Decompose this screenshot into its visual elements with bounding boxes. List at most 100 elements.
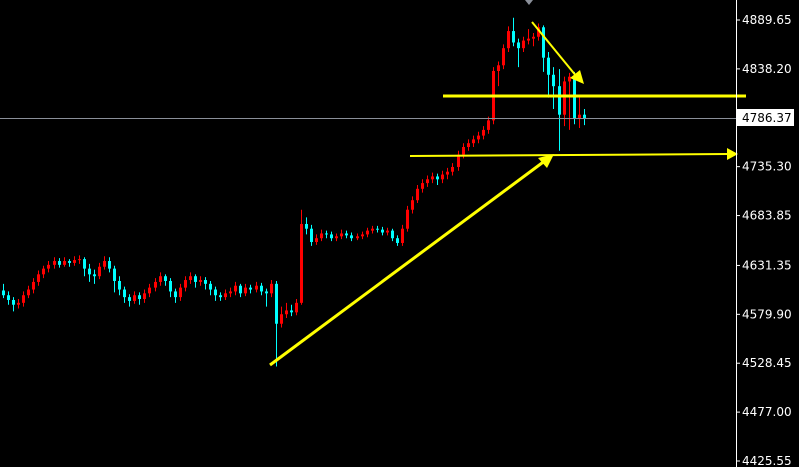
candle bbox=[2, 283, 5, 299]
candle-body bbox=[224, 293, 227, 298]
candle-body bbox=[315, 238, 318, 243]
candle-body bbox=[179, 287, 182, 298]
candle-body bbox=[275, 283, 278, 324]
candle-body bbox=[310, 228, 313, 243]
candle-body bbox=[47, 264, 50, 269]
candle bbox=[214, 286, 217, 301]
candle-body bbox=[234, 285, 237, 292]
candle-body bbox=[472, 139, 475, 144]
candle-body bbox=[189, 276, 192, 281]
candle bbox=[68, 259, 71, 267]
candle bbox=[17, 299, 20, 309]
candle bbox=[376, 225, 379, 233]
candle-body bbox=[12, 299, 15, 305]
candle-body bbox=[214, 289, 217, 296]
candle-body bbox=[42, 268, 45, 275]
candle bbox=[159, 272, 162, 286]
candle bbox=[558, 69, 561, 151]
candle-body bbox=[7, 295, 10, 300]
support-arrow-head bbox=[727, 148, 738, 160]
candle-body bbox=[2, 290, 5, 296]
candle bbox=[138, 292, 141, 305]
candle bbox=[113, 265, 116, 293]
candle bbox=[396, 235, 399, 246]
y-tick-label: 4735.30 bbox=[742, 160, 792, 174]
candle-body bbox=[169, 280, 172, 292]
candle bbox=[194, 274, 197, 288]
candle-body bbox=[552, 74, 555, 87]
candle-body bbox=[396, 238, 399, 243]
candle-body bbox=[244, 287, 247, 294]
candle bbox=[487, 116, 490, 134]
candle-body bbox=[260, 285, 263, 292]
candle bbox=[542, 25, 545, 72]
candle bbox=[426, 175, 429, 187]
candle bbox=[199, 276, 202, 286]
candle bbox=[421, 179, 424, 193]
candle-body bbox=[431, 176, 434, 180]
candle-body bbox=[356, 236, 359, 239]
candle-body bbox=[133, 295, 136, 301]
y-tick-label: 4425.55 bbox=[742, 454, 792, 467]
candle-body bbox=[103, 261, 106, 267]
candle-body bbox=[270, 283, 273, 294]
candle-body bbox=[467, 143, 470, 147]
candle-body bbox=[542, 27, 545, 58]
candle-body bbox=[174, 291, 177, 298]
candle-body bbox=[118, 280, 121, 290]
candle bbox=[356, 233, 359, 241]
candle-body bbox=[563, 81, 566, 115]
candle bbox=[411, 196, 414, 214]
support-arrow-line[interactable] bbox=[409, 153, 729, 157]
candle bbox=[249, 284, 252, 294]
candle bbox=[517, 38, 520, 68]
uptrend-arrow-line[interactable] bbox=[269, 158, 547, 367]
candle-body bbox=[532, 36, 535, 39]
candle-body bbox=[325, 233, 328, 235]
candle bbox=[532, 32, 535, 47]
candle-body bbox=[300, 223, 303, 303]
uptrend-arrow-head bbox=[538, 154, 554, 168]
candle-body bbox=[477, 135, 480, 140]
candle-body bbox=[512, 31, 515, 43]
candle bbox=[42, 265, 45, 279]
candle bbox=[88, 263, 91, 282]
candle-body bbox=[219, 295, 222, 298]
candle bbox=[270, 280, 273, 298]
candle bbox=[219, 292, 222, 301]
candle bbox=[285, 302, 288, 319]
candle bbox=[467, 139, 470, 151]
candle bbox=[401, 224, 404, 246]
candle bbox=[583, 108, 586, 126]
candle bbox=[537, 23, 540, 41]
candle-body bbox=[522, 40, 525, 49]
candle-body bbox=[27, 289, 30, 296]
candle bbox=[93, 269, 96, 284]
candle-body bbox=[63, 261, 66, 265]
candle bbox=[310, 224, 313, 246]
candle bbox=[265, 288, 268, 307]
candle-body bbox=[376, 228, 379, 230]
candle-body bbox=[451, 166, 454, 172]
candle-body bbox=[527, 38, 530, 41]
candle bbox=[63, 257, 66, 267]
candle bbox=[482, 126, 485, 140]
candle-body bbox=[568, 76, 571, 82]
candle bbox=[22, 291, 25, 307]
candle bbox=[224, 289, 227, 300]
candle bbox=[573, 71, 576, 125]
candle-body bbox=[391, 230, 394, 239]
candle bbox=[441, 170, 444, 184]
candle bbox=[239, 283, 242, 298]
price-axis[interactable]: 4889.65 4838.20 4735.30 4683.85 4631.35 4579.… bbox=[736, 13, 792, 467]
downtrend-arrow-line[interactable] bbox=[531, 21, 578, 78]
candle bbox=[58, 258, 61, 268]
candle bbox=[255, 281, 258, 293]
candle-body bbox=[159, 276, 162, 282]
candle-body bbox=[517, 42, 520, 49]
candle-body bbox=[17, 302, 20, 305]
candle-body bbox=[441, 174, 444, 180]
candle bbox=[416, 185, 419, 204]
candle-body bbox=[487, 120, 490, 130]
